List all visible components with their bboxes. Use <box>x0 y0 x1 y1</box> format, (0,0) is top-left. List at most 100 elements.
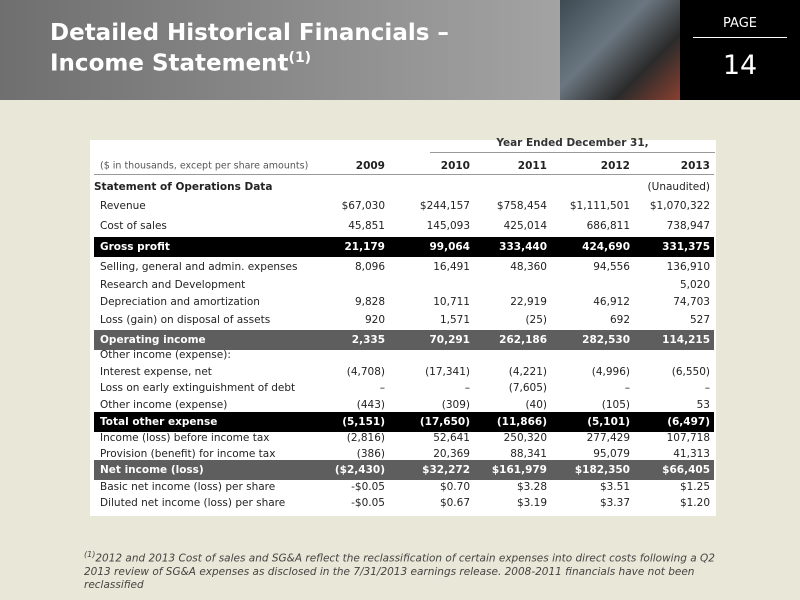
row-label: Provision (benefit) for income tax <box>100 448 276 460</box>
cell: -$0.05 <box>351 481 385 493</box>
cell: (105) <box>601 399 630 411</box>
cell: (11,866) <box>496 416 547 428</box>
cell: $0.70 <box>439 481 470 493</box>
page-box: PAGE 14 <box>680 0 800 100</box>
cell: (25) <box>525 314 547 326</box>
row-label: Income (loss) before income tax <box>100 432 270 444</box>
page-rule <box>693 37 787 38</box>
rule <box>94 174 714 175</box>
cell: 21,179 <box>344 241 385 253</box>
cell: 48,360 <box>510 261 547 273</box>
cell: 145,093 <box>426 220 470 232</box>
row-label: Depreciation and amortization <box>100 296 260 308</box>
footnote: (1)2012 and 2013 Cost of sales and SG&A … <box>84 548 724 592</box>
cell: (7,605) <box>508 382 547 394</box>
cell: ($2,430) <box>334 464 385 476</box>
cell: 16,491 <box>433 261 470 273</box>
cell: – <box>379 382 385 394</box>
footnote-text: 2012 and 2013 Cost of sales and SG&A ref… <box>84 552 715 591</box>
cell: 45,851 <box>348 220 385 232</box>
page-label: PAGE <box>723 16 757 31</box>
cell: 9,828 <box>354 296 385 308</box>
row-label: Diluted net income (loss) per share <box>100 497 286 509</box>
cell: $66,405 <box>662 464 710 476</box>
cell: 333,440 <box>499 241 547 253</box>
cell: 20,369 <box>433 448 470 460</box>
row-band <box>94 237 714 257</box>
cell: (4,996) <box>591 366 630 378</box>
cell: 250,320 <box>503 432 547 444</box>
row-band <box>94 460 714 480</box>
row-label: Operating income <box>100 334 206 346</box>
cell: (17,650) <box>419 416 470 428</box>
row-band <box>94 330 714 350</box>
cell: 46,912 <box>593 296 630 308</box>
cell: (5,101) <box>587 416 630 428</box>
cell: $1.20 <box>679 497 710 509</box>
rule <box>430 152 715 153</box>
column-header: 2012 <box>600 160 630 172</box>
row-label: Basic net income (loss) per share <box>100 481 276 493</box>
cell: 527 <box>689 314 710 326</box>
row-label: Research and Development <box>100 279 246 291</box>
cell: $758,454 <box>496 200 547 212</box>
row-label: Other income (expense): <box>100 349 231 361</box>
cell: $1,070,322 <box>649 200 710 212</box>
cell: (Unaudited) <box>647 181 710 193</box>
group-header: Year Ended December 31, <box>496 137 649 149</box>
column-header: 2009 <box>355 160 385 172</box>
cell: 692 <box>609 314 630 326</box>
row-label: Interest expense, net <box>100 366 212 378</box>
cell: -$0.05 <box>351 497 385 509</box>
cell: $3.51 <box>599 481 630 493</box>
cell: $67,030 <box>341 200 385 212</box>
cell: (443) <box>356 399 385 411</box>
cell: 920 <box>364 314 385 326</box>
column-header: 2011 <box>517 160 547 172</box>
cell: 95,079 <box>593 448 630 460</box>
title-line: Income Statement(1) <box>50 50 311 77</box>
cell: 425,014 <box>503 220 547 232</box>
cell: $32,272 <box>422 464 470 476</box>
cell: 70,291 <box>429 334 470 346</box>
units-note: ($ in thousands, except per share amount… <box>100 160 309 172</box>
header-photo <box>560 0 680 100</box>
cell: 262,186 <box>499 334 547 346</box>
row-label: Selling, general and admin. expenses <box>100 261 298 273</box>
cell: – <box>704 382 710 394</box>
cell: 53 <box>696 399 710 411</box>
row-label: Net income (loss) <box>100 464 204 476</box>
row-label: Revenue <box>100 200 146 212</box>
cell: 5,020 <box>679 279 710 291</box>
cell: (6,497) <box>667 416 710 428</box>
table-panel <box>90 140 716 516</box>
cell: $1,111,501 <box>569 200 630 212</box>
cell: $3.37 <box>599 497 630 509</box>
cell: 282,530 <box>582 334 630 346</box>
title-sup: (1) <box>288 50 312 66</box>
cell: 424,690 <box>582 241 630 253</box>
cell: (4,708) <box>346 366 385 378</box>
column-header: 2013 <box>680 160 710 172</box>
cell: 331,375 <box>662 241 710 253</box>
cell: (2,816) <box>346 432 385 444</box>
cell: 8,096 <box>354 261 385 273</box>
page-number: 14 <box>722 50 758 81</box>
row-label: Cost of sales <box>100 220 167 232</box>
cell: 114,215 <box>662 334 710 346</box>
cell: 88,341 <box>510 448 547 460</box>
cell: 74,703 <box>673 296 710 308</box>
cell: 22,919 <box>510 296 547 308</box>
cell: (17,341) <box>425 366 470 378</box>
title-line: Detailed Historical Financials – <box>50 20 449 46</box>
cell: 2,335 <box>351 334 385 346</box>
title-text: Income Statement <box>50 50 289 77</box>
cell: (5,151) <box>342 416 385 428</box>
row-label: Loss (gain) on disposal of assets <box>100 314 271 326</box>
cell: 41,313 <box>673 448 710 460</box>
cell: $3.19 <box>516 497 547 509</box>
cell: (40) <box>525 399 547 411</box>
cell: $0.67 <box>439 497 470 509</box>
cell: 10,711 <box>433 296 470 308</box>
